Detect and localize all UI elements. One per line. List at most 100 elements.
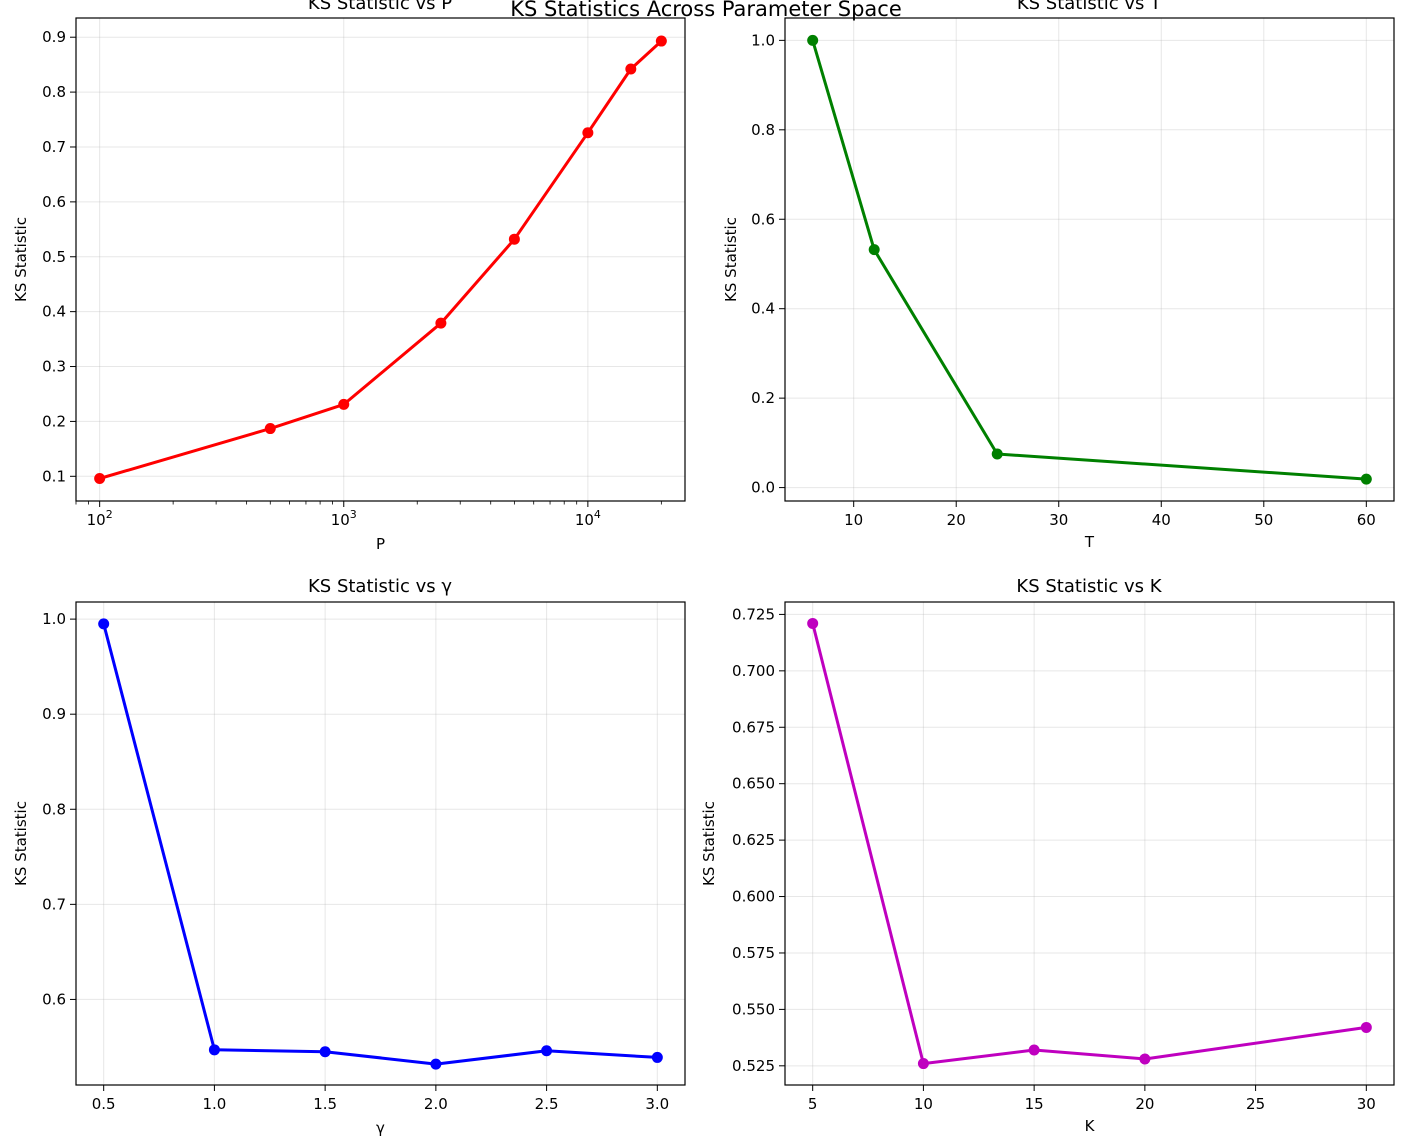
data-point — [1360, 473, 1372, 485]
y-tick-label: 0.575 — [732, 944, 775, 962]
series-markers — [98, 618, 663, 1070]
y-tick-label: 0.550 — [732, 1000, 775, 1018]
x-axis: 0.5 1.0 1.5 2.0 2.5 3.0 — [92, 1085, 669, 1113]
y-tick-label: 0.2 — [751, 389, 775, 407]
y-axis: 0.1 0.2 0.3 0.4 0.5 0.6 0.7 0.8 0.9 — [42, 28, 76, 485]
series-line — [102, 623, 658, 1066]
x-tick-label: 60 — [1357, 511, 1376, 529]
data-point — [435, 317, 447, 329]
x-axis: 5 10 15 20 25 30 — [808, 1085, 1376, 1113]
series-markers — [94, 35, 667, 484]
y-tick-label: 0.5 — [42, 248, 66, 266]
data-point — [1360, 1021, 1372, 1033]
y-tick-label: 0.7 — [42, 895, 66, 913]
x-axis-label: P — [376, 535, 385, 553]
y-tick-label: 0.725 — [732, 605, 775, 623]
axes-frame — [75, 601, 686, 1086]
data-point — [582, 127, 594, 139]
figure-title: KS Statistics Across Parameter Space — [510, 0, 902, 21]
subplot-ks-vs-k: 5 10 15 20 25 30 0.525 0.550 0.575 0.600 0.625 0.65… — [700, 576, 1395, 1135]
data-point — [94, 472, 106, 484]
x-tick-label: 2.0 — [424, 1095, 448, 1113]
x-tick-label: 20 — [1135, 1095, 1154, 1113]
y-tick-label: 0.6 — [42, 990, 66, 1008]
subplot-ks-vs-t: 10 20 30 40 50 60 0.0 0.2 0.4 0.6 0.8 1.0 T KS Statis… — [722, 0, 1395, 551]
y-tick-label: 0.1 — [42, 467, 66, 485]
data-point — [807, 617, 819, 629]
x-tick-label: 104 — [575, 508, 601, 529]
data-point — [807, 34, 819, 46]
x-tick-label: 50 — [1254, 511, 1273, 529]
x-tick-label: 20 — [947, 511, 966, 529]
y-tick-label: 0.525 — [732, 1057, 775, 1075]
y-tick-label: 0.625 — [732, 831, 775, 849]
series-markers — [807, 34, 1372, 485]
data-point — [1028, 1044, 1040, 1056]
data-point — [655, 35, 667, 47]
y-axis-label: KS Statistic — [700, 801, 718, 886]
y-tick-label: 0.650 — [732, 775, 775, 793]
x-axis: 10 20 30 40 50 60 — [844, 501, 1376, 529]
x-tick-label: 1.0 — [202, 1095, 226, 1113]
y-tick-label: 0.675 — [732, 718, 775, 736]
y-axis-label: KS Statistic — [12, 801, 30, 886]
y-tick-label: 0.8 — [42, 83, 66, 101]
data-point — [541, 1045, 553, 1057]
y-tick-label: 0.600 — [732, 888, 775, 906]
data-point — [1139, 1053, 1151, 1065]
y-tick-label: 0.4 — [42, 303, 66, 321]
y-tick-label: 0.9 — [42, 28, 66, 46]
data-point — [508, 233, 520, 245]
series-line — [99, 39, 663, 480]
x-tick-label: 103 — [331, 508, 357, 529]
x-tick-label: 0.5 — [92, 1095, 116, 1113]
y-axis-label: KS Statistic — [722, 217, 740, 302]
subplot-ks-vs-p: 102 103 104 0.1 0.2 0.3 0.4 0.5 0.6 0.7 0.8 0.9 P KS … — [12, 0, 686, 553]
y-tick-label: 0.6 — [751, 210, 775, 228]
data-point — [625, 63, 637, 75]
data-point — [98, 618, 110, 630]
x-axis-label: K — [1085, 1117, 1096, 1135]
data-point — [264, 423, 276, 435]
y-tick-label: 0.700 — [732, 662, 775, 680]
y-tick-label: 0.0 — [751, 479, 775, 497]
x-tick-label: 3.0 — [645, 1095, 669, 1113]
x-tick-label: 2.5 — [535, 1095, 559, 1113]
y-tick-label: 0.7 — [42, 138, 66, 156]
subplot-title: KS Statistic vs γ — [308, 576, 452, 597]
x-tick-label: 1.5 — [313, 1095, 337, 1113]
data-point — [338, 398, 350, 410]
y-tick-label: 0.9 — [42, 705, 66, 723]
data-point — [868, 244, 880, 256]
subplot-title: KS Statistic vs P — [308, 0, 452, 14]
y-axis: 0.0 0.2 0.4 0.6 0.8 1.0 — [751, 31, 785, 497]
x-tick-label: 15 — [1025, 1095, 1044, 1113]
x-tick-label: 30 — [1357, 1095, 1376, 1113]
y-tick-label: 0.8 — [42, 800, 66, 818]
x-tick-label: 25 — [1246, 1095, 1265, 1113]
x-tick-label: 10 — [914, 1095, 933, 1113]
grid — [785, 18, 1394, 501]
grid — [76, 18, 685, 501]
data-point — [991, 448, 1003, 460]
y-tick-label: 0.4 — [751, 300, 775, 318]
y-tick-label: 0.8 — [751, 121, 775, 139]
y-axis-label: KS Statistic — [12, 217, 30, 302]
series-markers — [807, 617, 1372, 1070]
y-tick-label: 1.0 — [751, 31, 775, 49]
x-tick-label: 30 — [1049, 511, 1068, 529]
x-axis-label: T — [1084, 533, 1095, 551]
y-tick-label: 0.3 — [42, 358, 66, 376]
grid — [785, 602, 1394, 1085]
y-tick-label: 1.0 — [42, 610, 66, 628]
axes-frame — [784, 17, 1395, 502]
y-tick-label: 0.6 — [42, 193, 66, 211]
x-tick-label: 40 — [1152, 511, 1171, 529]
subplot-ks-vs-gamma: 0.5 1.0 1.5 2.0 2.5 3.0 0.6 0.7 0.8 0.9 1.0 γ KS Sta… — [12, 576, 686, 1137]
x-tick-label: 102 — [87, 508, 113, 529]
x-axis-label: γ — [376, 1119, 385, 1137]
axes-frame — [75, 17, 686, 502]
data-point — [319, 1046, 331, 1058]
